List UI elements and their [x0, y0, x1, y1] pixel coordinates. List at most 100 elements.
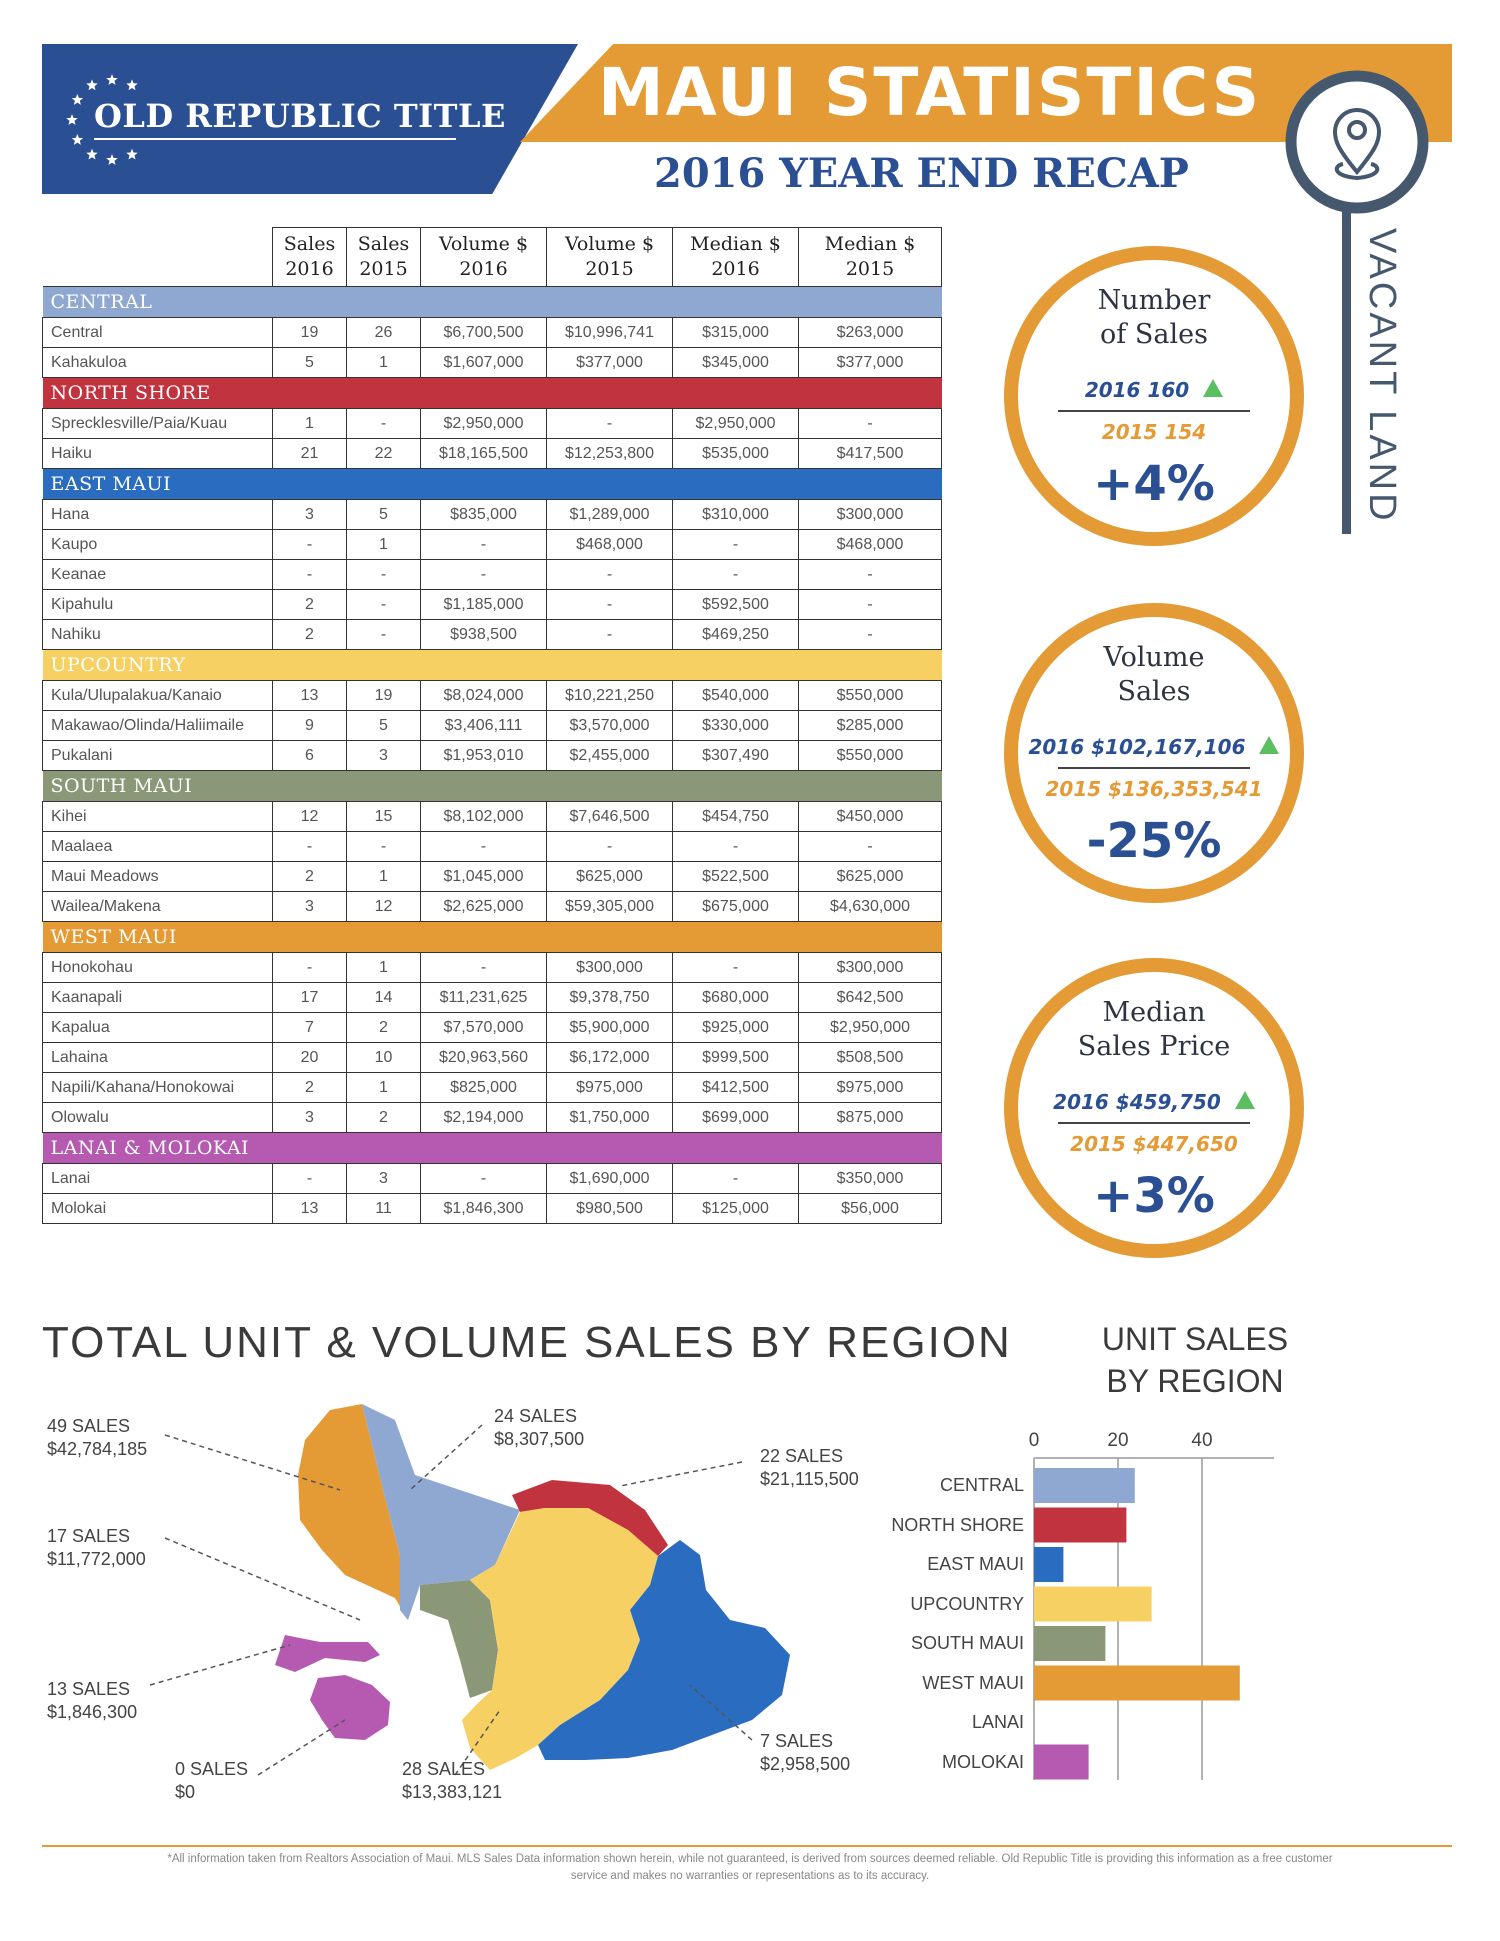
category-label: CENTRAL: [939, 1475, 1024, 1495]
star-icon: [126, 148, 138, 160]
table-cell: -: [272, 1163, 347, 1194]
area-name: Lahaina: [42, 1042, 273, 1073]
table-row: Kaupo -1- $468,000- $468,000: [42, 529, 942, 560]
table-cell: 2: [346, 1012, 421, 1043]
stat-change: -25%: [1086, 813, 1222, 869]
table-cell: 1: [346, 347, 421, 378]
unit-sales-bar-chart: 0 20 40: [1029, 1430, 1274, 1780]
map-label: 49 SALES $42,784,185: [47, 1416, 148, 1459]
side-label: VACANT LAND: [1355, 228, 1415, 558]
table-row: Makawao/Olinda/Haliimaile 9 5 $3,406,111 $3,…: [42, 710, 942, 741]
table-cell: $540,000: [672, 680, 799, 711]
area-name: Central: [42, 317, 273, 348]
area-name: Maalaea: [42, 831, 273, 862]
category-label: NORTH SHORE: [891, 1514, 1024, 1535]
col-sales-2015: Sales 2015: [346, 227, 421, 287]
table-cell: $825,000: [420, 1072, 547, 1103]
area-name: Olowalu: [42, 1102, 273, 1133]
table-cell: $1,846,300: [420, 1193, 547, 1224]
table-cell: $1,045,000: [420, 861, 547, 892]
tick-label: 0: [1029, 1430, 1040, 1451]
footer-rule: [42, 1845, 1452, 1847]
table-cell: -: [420, 831, 547, 862]
table-cell: -: [346, 408, 421, 439]
table-cell: 5: [272, 347, 347, 378]
region-molokai: [275, 1635, 380, 1672]
table-cell: $2,950,000: [798, 1012, 942, 1043]
region-name: NORTH SHORE: [42, 377, 942, 409]
stat-title: Number of Sales: [1097, 285, 1211, 350]
table-cell: $10,221,250: [546, 680, 673, 711]
table-row: Lanai -3- $1,690,000- $350,000: [42, 1163, 942, 1194]
table-cell: 5: [346, 499, 421, 530]
col-median-2015: Median $2015: [798, 227, 942, 287]
area-name: Napili/Kahana/Honokowai: [42, 1072, 273, 1103]
stat-2015: 2015 $136,353,541: [1045, 777, 1263, 801]
stat-change: +4%: [1093, 456, 1215, 512]
table-cell: 12: [346, 891, 421, 922]
table-cell: -: [672, 831, 799, 862]
category-label: UPCOUNTRY: [910, 1593, 1024, 1614]
star-icon: [71, 94, 84, 105]
table-cell: 2: [272, 861, 347, 892]
table-row: Wailea/Makena 3 12 $2,625,000 $59,305,000 $67…: [42, 891, 942, 922]
table-cell: $2,455,000: [546, 740, 673, 771]
stat-divider: [1058, 410, 1250, 412]
location-pin-icon: [1332, 108, 1382, 181]
table-cell: -: [420, 952, 547, 983]
area-name: Molokai: [42, 1193, 273, 1224]
table-cell: 3: [346, 1163, 421, 1194]
stat-circle: Median Sales Price 2016 $459,750 2015 $447,…: [1004, 958, 1304, 1258]
table-cell: $592,500: [672, 589, 799, 620]
table-cell: -: [272, 952, 347, 983]
table-cell: -: [272, 559, 347, 590]
table-cell: $550,000: [798, 680, 942, 711]
table-cell: -: [672, 952, 799, 983]
table-cell: $1,289,000: [546, 499, 673, 530]
table-row: Napili/Kahana/Honokowai 2 1 $825,000 $975,00…: [42, 1072, 942, 1103]
table-row: Nahiku 2- $938,500- $469,250-: [42, 619, 942, 650]
area-name: Kipahulu: [42, 589, 273, 620]
table-row: Lahaina 20 10 $20,963,560 $6,172,000 $999,500…: [42, 1042, 942, 1073]
table-cell: $925,000: [672, 1012, 799, 1043]
region-upcountry: [462, 1508, 658, 1770]
table-cell: 19: [346, 680, 421, 711]
vacant-land-label: VACANT LAND: [1361, 228, 1403, 524]
table-cell: $345,000: [672, 347, 799, 378]
table-cell: $417,500: [798, 438, 942, 469]
col-sales-2016: Sales 2016: [272, 227, 347, 287]
table-cell: $938,500: [420, 619, 547, 650]
stat-2015: 2015 154: [1101, 420, 1207, 444]
tick-label: 40: [1191, 1430, 1212, 1451]
table-cell: $1,185,000: [420, 589, 547, 620]
brand-banner: [42, 44, 578, 194]
table-cell: -: [672, 559, 799, 590]
table-cell: $450,000: [798, 801, 942, 832]
table-cell: 2: [346, 1102, 421, 1133]
table-row: Hana 3 5 $835,000 $1,289,000 $310,000 $300,000: [42, 499, 942, 530]
area-name: Sprecklesville/Paia/Kuau: [42, 408, 273, 439]
stat-2016: 2016 $102,167,106: [1018, 735, 1290, 759]
table-cell: $3,570,000: [546, 710, 673, 741]
star-icon: [86, 79, 98, 91]
table-row: Keanae - - - - - -: [42, 559, 942, 590]
table-cell: $2,950,000: [420, 408, 547, 439]
table-cell: $300,000: [546, 952, 673, 983]
footer-disclaimer: *All information taken from Realtors Ass…: [167, 1853, 1333, 1882]
category-label: LANAI: [971, 1712, 1024, 1732]
area-name: Kihei: [42, 801, 273, 832]
magnifier-graphic: [1285, 70, 1429, 534]
table-cell: $6,700,500: [420, 317, 547, 348]
table-cell: 3: [272, 1102, 347, 1133]
table-cell: -: [272, 529, 347, 560]
col-volume-2016: Volume $2016: [420, 227, 547, 287]
table-cell: 5: [346, 710, 421, 741]
table-row: Maui Meadows 2 1 $1,045,000 $625,000 $522,500…: [42, 861, 942, 892]
table-row: Kihei 12 15 $8,102,000 $7,646,500 $454,750 $45…: [42, 801, 942, 832]
table-row: Central 19 26 $6,700,500 $10,996,741 $315,000…: [42, 317, 942, 348]
stat-2016: 2016 $459,750: [1018, 1090, 1290, 1114]
map-label: 13 SALES $1,846,300: [47, 1679, 138, 1722]
category-label: EAST MAUI: [927, 1554, 1024, 1574]
table-cell: 9: [272, 710, 347, 741]
region-west-maui: [298, 1404, 408, 1620]
